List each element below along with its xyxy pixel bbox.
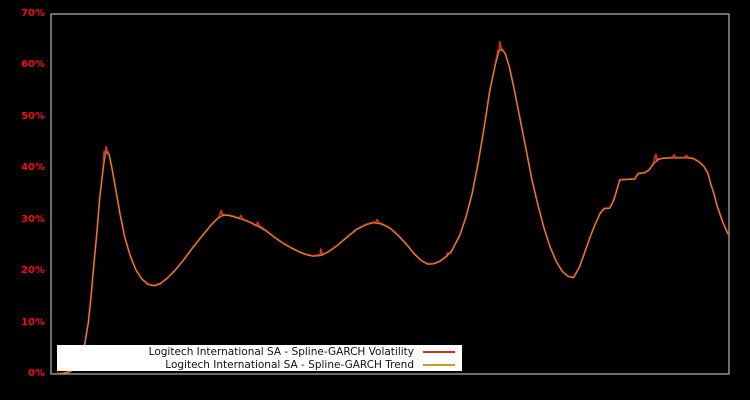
- legend-line-sample: [423, 350, 455, 353]
- legend-entry-trend: Logitech International SA - Spline-GARCH…: [57, 358, 462, 371]
- y-tick-label-30pct: 30%: [21, 213, 45, 225]
- legend-label: Logitech International SA - Spline-GARCH…: [148, 345, 414, 358]
- volatility-line: [56, 40, 730, 375]
- y-tick-label-70pct: 70%: [21, 8, 45, 19]
- legend-box: Logitech International SA - Spline-GARCH…: [57, 345, 462, 371]
- plot-border: [50, 13, 730, 375]
- y-tick-label-20pct: 20%: [21, 265, 45, 277]
- y-tick-label-50pct: 50%: [21, 110, 45, 122]
- y-tick-label-40pct: 40%: [21, 162, 45, 174]
- legend-line-sample: [423, 363, 455, 366]
- y-tick-label-10pct: 10%: [21, 316, 45, 328]
- legend-label: Logitech International SA - Spline-GARCH…: [165, 358, 414, 371]
- trend-line: [56, 49, 729, 375]
- y-tick-label-0pct: 0%: [28, 368, 45, 379]
- y-tick-label-60pct: 60%: [21, 59, 45, 71]
- legend-entry-volatility: Logitech International SA - Spline-GARCH…: [57, 345, 462, 358]
